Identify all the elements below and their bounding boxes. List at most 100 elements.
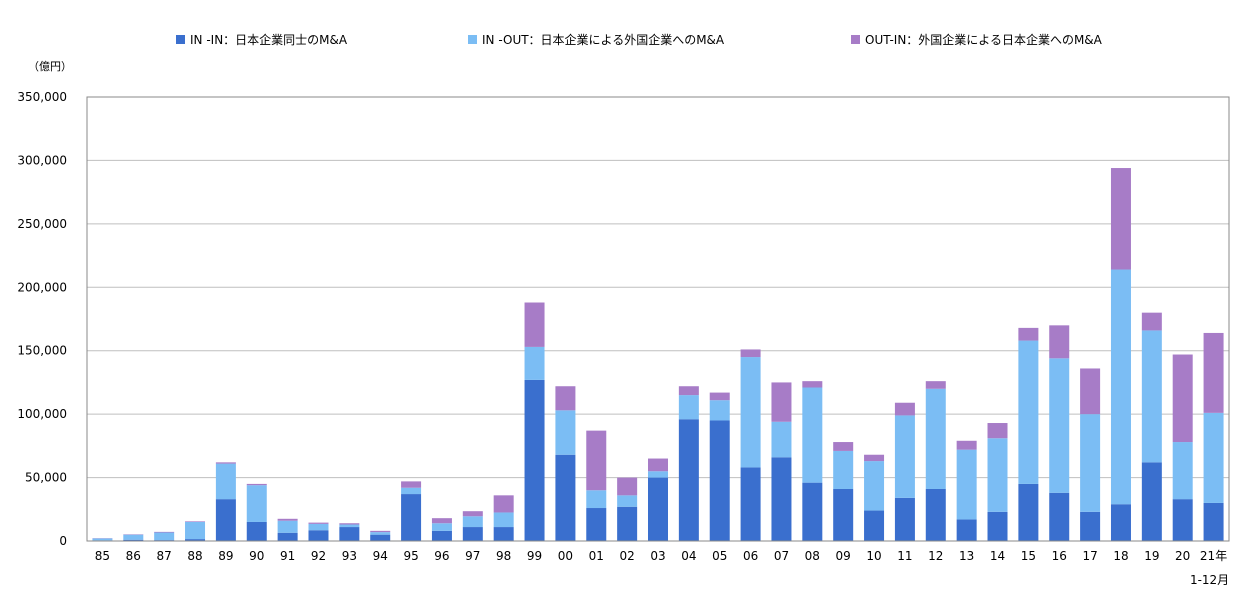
- bar-in_out-02: [617, 495, 638, 507]
- y-tick-label: 0: [59, 534, 67, 548]
- y-tick-label: 50,000: [25, 471, 67, 485]
- bar-in_out-94: [370, 532, 391, 535]
- x-tick-label: 96: [434, 549, 449, 563]
- bar-out_in-94: [370, 530, 391, 533]
- bar-in_out-93: [339, 524, 360, 528]
- legend-label-in_out: IN -OUT：日本企業による外国企業へのM&A: [482, 32, 725, 47]
- y-tick-label: 350,000: [17, 90, 67, 104]
- bar-out_in-93: [339, 523, 360, 525]
- legend-label-out_in: OUT-IN：外国企業による日本企業へのM&A: [865, 32, 1103, 47]
- x-tick-label: 12: [928, 549, 943, 563]
- bar-in_in-14: [987, 511, 1008, 541]
- bar-out_in-87: [154, 531, 175, 533]
- x-tick-label: 04: [681, 549, 696, 563]
- x-tick-label: 89: [218, 549, 233, 563]
- x-tick-label: 05: [712, 549, 727, 563]
- bar-in_out-01: [586, 490, 607, 509]
- x-tick-label: 08: [805, 549, 820, 563]
- bar-out_in-11: [894, 402, 915, 416]
- bar-in_out-16: [1049, 358, 1070, 493]
- bar-in_in-02: [617, 506, 638, 541]
- bar-in_in-01: [586, 508, 607, 541]
- x-tick-label: 21年: [1200, 549, 1227, 563]
- bar-out_in-20: [1172, 354, 1193, 443]
- legend-swatch-in_out: [468, 35, 477, 44]
- bars: [92, 168, 1224, 541]
- bar-out_in-13: [956, 440, 977, 450]
- bar-in_in-17: [1080, 511, 1101, 541]
- bar-in_in-18: [1110, 504, 1131, 541]
- bar-in_out-13: [956, 449, 977, 520]
- bar-out_in-99: [524, 302, 545, 347]
- x-tick-label: 00: [558, 549, 573, 563]
- bar-in_out-08: [802, 387, 823, 483]
- bar-out_in-91: [277, 518, 298, 521]
- bar-in_in-06: [740, 467, 761, 541]
- bar-in_in-93: [339, 527, 360, 541]
- bar-in_in-91: [277, 532, 298, 541]
- x-tick-label: 85: [95, 549, 110, 563]
- bar-out_in-01: [586, 430, 607, 491]
- bar-out_in-06: [740, 349, 761, 358]
- bar-in_out-20: [1172, 442, 1193, 500]
- bar-in_out-10: [864, 461, 885, 511]
- bar-in_in-09: [833, 488, 854, 541]
- bar-in_in-12: [925, 488, 946, 541]
- bar-out_in-95: [401, 481, 422, 488]
- bar-in_in-86: [123, 539, 144, 541]
- bar-in_in-92: [308, 530, 329, 541]
- bar-in_in-08: [802, 482, 823, 541]
- bar-in_out-99: [524, 346, 545, 380]
- bar-out_in-89: [215, 462, 236, 464]
- bar-in_in-99: [524, 379, 545, 541]
- bar-in_in-89: [215, 499, 236, 541]
- bar-in_in-90: [246, 521, 267, 541]
- bar-in_out-87: [154, 532, 175, 541]
- bar-in_in-05: [709, 420, 730, 541]
- x-tick-label: 87: [157, 549, 172, 563]
- bar-in_out-03: [648, 471, 668, 478]
- bar-in_out-17: [1080, 414, 1101, 512]
- bar-in_in-21年: [1203, 502, 1224, 541]
- bar-out_in-09: [833, 442, 854, 451]
- bar-in_in-19: [1141, 462, 1162, 541]
- x-tick-label: 94: [373, 549, 388, 563]
- bar-out_in-10: [864, 454, 885, 462]
- bar-in_in-04: [678, 419, 699, 541]
- bar-in_out-96: [431, 523, 452, 531]
- bar-in_out-97: [462, 516, 483, 528]
- bar-in_in-88: [185, 539, 206, 541]
- bar-in_out-88: [185, 521, 206, 540]
- bar-in_in-16: [1049, 492, 1070, 541]
- bar-in_in-11: [894, 497, 915, 541]
- x-tick-label: 19: [1144, 549, 1159, 563]
- y-tick-label: 150,000: [17, 344, 67, 358]
- bar-in_in-15: [1018, 483, 1039, 541]
- bar-in_out-19: [1141, 330, 1162, 463]
- bar-in_out-91: [277, 520, 298, 533]
- bar-in_out-95: [401, 487, 422, 495]
- x-tick-label: 14: [990, 549, 1005, 563]
- x-tick-label: 11: [897, 549, 912, 563]
- bar-out_in-18: [1110, 168, 1131, 270]
- legend-swatch-out_in: [851, 35, 860, 44]
- bar-in_out-92: [308, 523, 329, 531]
- gridlines: [87, 159, 1229, 479]
- bar-out_in-00: [555, 386, 576, 411]
- legend-label-in_in: IN -IN：日本企業同士のM&A: [190, 32, 348, 47]
- bar-out_in-96: [431, 518, 452, 524]
- bar-in_out-86: [123, 534, 144, 540]
- legend-swatch-in_in: [176, 35, 185, 44]
- x-tick-label: 18: [1113, 549, 1128, 563]
- bar-in_out-18: [1110, 269, 1131, 505]
- bar-out_in-21年: [1203, 332, 1224, 413]
- bar-out_in-07: [771, 382, 792, 422]
- bar-in_out-05: [709, 400, 730, 421]
- y-tick-label: 200,000: [17, 280, 67, 294]
- bar-out_in-88: [185, 521, 206, 522]
- x-tick-label: 92: [311, 549, 326, 563]
- x-tick-label: 95: [403, 549, 418, 563]
- x-tick-label: 98: [496, 549, 511, 563]
- x-tick-label: 17: [1082, 549, 1097, 563]
